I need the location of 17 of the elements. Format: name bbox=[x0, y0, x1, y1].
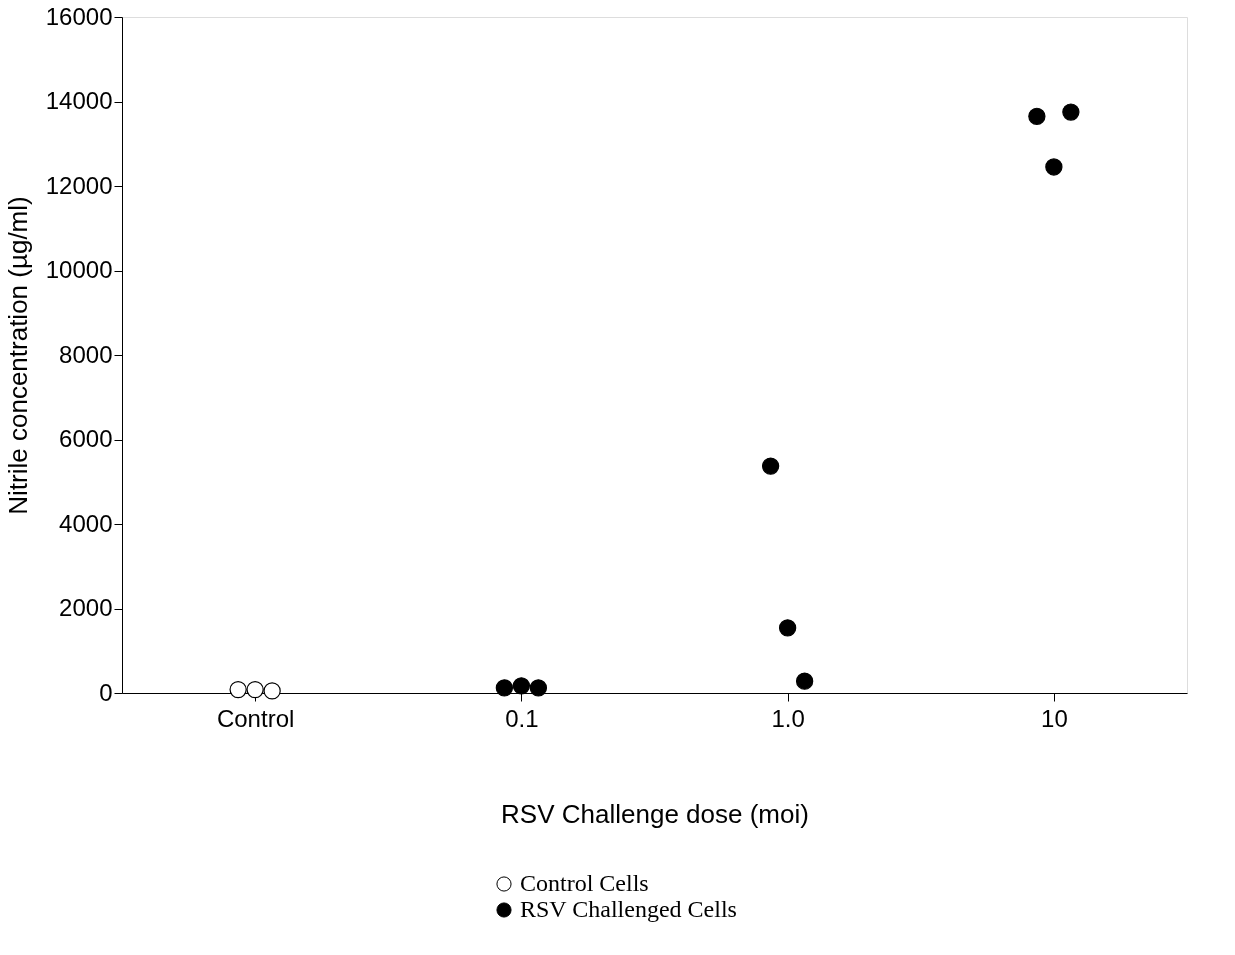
y-tick-label: 8000 bbox=[59, 340, 113, 368]
legend-label: Control Cells bbox=[520, 870, 649, 896]
legend-label: RSV Challenged Cells bbox=[520, 896, 737, 922]
x-axis-title: RSV Challenge dose (moi) bbox=[501, 798, 809, 829]
y-tick-label: 4000 bbox=[59, 509, 113, 537]
y-tick-label: 6000 bbox=[59, 425, 113, 452]
y-tick-label: 12000 bbox=[45, 171, 113, 199]
x-tick-label: Control bbox=[216, 704, 295, 732]
x-tick-label: 10 bbox=[1041, 704, 1068, 732]
y-tick-label: 0 bbox=[99, 678, 113, 706]
y-tick-label: 2000 bbox=[59, 594, 113, 621]
x-tick-label: 0.1 bbox=[505, 704, 539, 732]
y-axis-title: Nitrile concentration (µg/ml) bbox=[2, 196, 33, 515]
x-tick-label: 1.0 bbox=[771, 704, 805, 732]
y-tick-label: 10000 bbox=[45, 256, 113, 283]
y-tick-label: 16000 bbox=[45, 2, 113, 30]
y-tick-label: 14000 bbox=[45, 87, 113, 114]
